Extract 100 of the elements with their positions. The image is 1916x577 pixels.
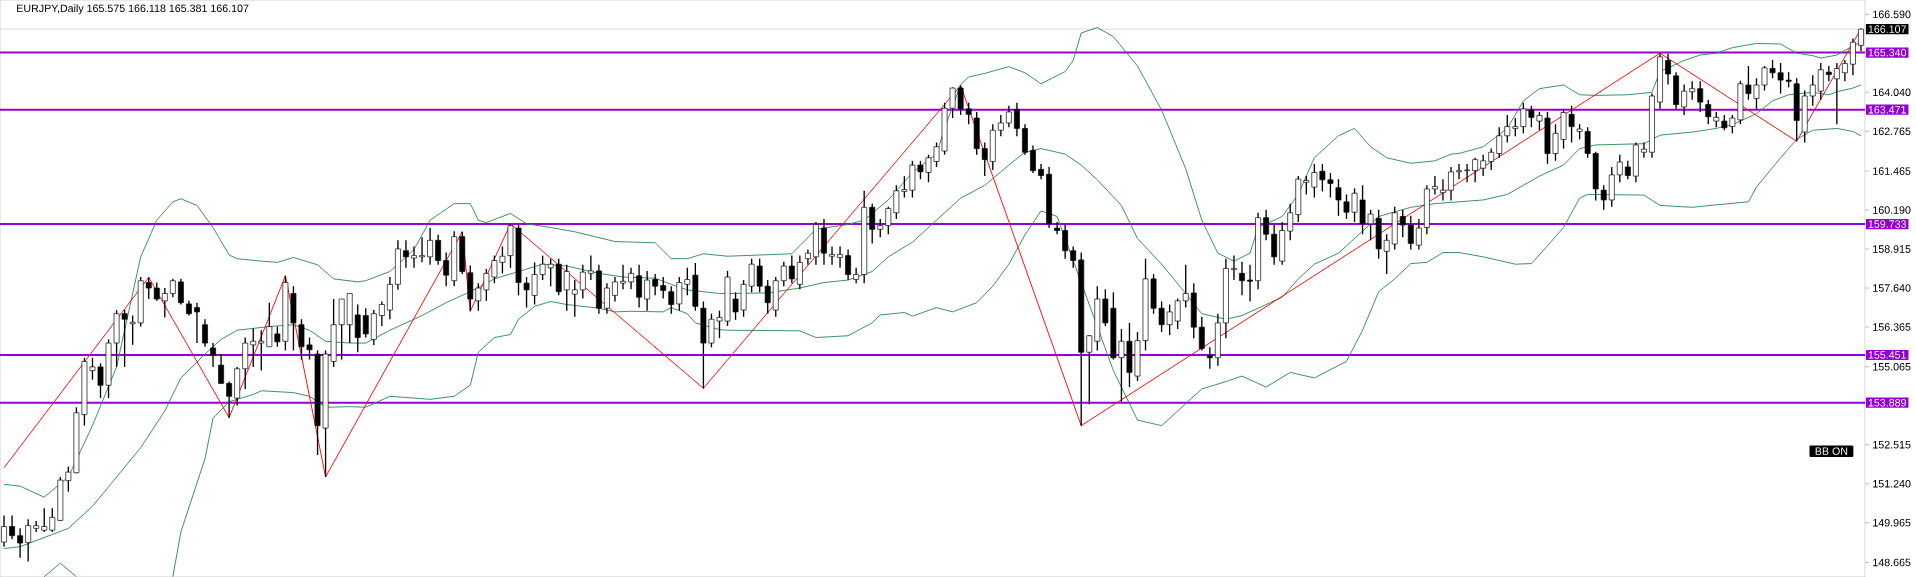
candlestick [411, 245, 417, 269]
candlestick [563, 264, 570, 312]
candlestick [853, 267, 860, 284]
candlestick [403, 239, 409, 269]
ref-line-label: 166.107 [1868, 25, 1906, 33]
candlestick [362, 307, 369, 339]
candlestick [17, 527, 24, 559]
candlestick [1399, 209, 1406, 238]
candlestick [1335, 178, 1342, 217]
y-tick-label: 148.665 [1873, 558, 1911, 567]
candlestick [1641, 141, 1647, 159]
candlestick [1022, 123, 1028, 156]
candlestick [1014, 102, 1020, 138]
y-tick-label: 151.240 [1873, 479, 1911, 488]
ref-line-label: 155.451 [1868, 351, 1906, 359]
candlestick [1833, 62, 1840, 125]
candlestick [587, 254, 594, 281]
candlestick [788, 254, 795, 284]
candlestick [1030, 144, 1036, 174]
annotation: BB ON [1815, 447, 1848, 455]
candlestick [1415, 218, 1422, 251]
candlestick [1407, 215, 1414, 251]
line-series [172, 127, 1862, 577]
y-tick-label: 157.640 [1873, 284, 1911, 292]
y-tick-label: 156.365 [1873, 323, 1911, 331]
y-tick-label: 166.590 [1873, 10, 1911, 19]
candlestick [1480, 154, 1487, 177]
ref-line-label: 165.340 [1868, 48, 1907, 57]
candlestick [1850, 37, 1856, 76]
candlestick [1496, 126, 1503, 159]
candlestick [1231, 254, 1237, 281]
candlestick [1697, 80, 1704, 113]
candlestick [435, 234, 442, 266]
candlestick [1472, 157, 1479, 183]
candlestick [49, 507, 56, 533]
ref-line-label: 153.889 [1868, 398, 1906, 407]
candlestick [805, 248, 811, 266]
candlestick [1263, 209, 1270, 241]
candlestick [9, 514, 15, 541]
candlestick [660, 276, 667, 300]
candlestick [258, 329, 265, 372]
candlestick [378, 300, 385, 327]
candlestick [427, 227, 433, 266]
candlestick [636, 264, 642, 309]
y-tick-label: 160.190 [1873, 206, 1911, 214]
ref-line-label: 163.471 [1868, 105, 1906, 114]
candlestick [1005, 105, 1012, 128]
candlestick [1070, 245, 1077, 269]
candlestick [1689, 80, 1696, 101]
y-tick-label: 162.765 [1873, 127, 1911, 136]
candlestick [1665, 53, 1671, 86]
candlestick [981, 141, 988, 177]
candlestick [250, 327, 257, 368]
candlestick [837, 245, 843, 269]
candlestick [1054, 221, 1061, 235]
y-tick-label: 164.040 [1873, 88, 1911, 97]
candlestick [177, 278, 184, 306]
candlestick [1817, 62, 1824, 101]
candlestick [1504, 114, 1511, 144]
candlestick [202, 318, 208, 348]
y-tick-label: 152.515 [1873, 440, 1911, 449]
candlestick [169, 278, 176, 298]
candlestick [1841, 59, 1848, 82]
candlestick [1086, 334, 1093, 405]
candlestick [419, 236, 425, 264]
candlestick [1198, 316, 1205, 352]
candlestick [869, 202, 876, 245]
candlestick [218, 353, 224, 385]
candlestick [194, 302, 200, 344]
candlestick [1624, 160, 1631, 180]
candlestick [1239, 261, 1245, 297]
candlestick [41, 507, 48, 533]
candlestick [796, 254, 803, 290]
candlestick [1858, 28, 1864, 52]
candlestick [571, 279, 578, 318]
candlestick [997, 114, 1004, 138]
candlestick [161, 287, 168, 319]
candlestick [1600, 184, 1607, 211]
y-tick-label: 161.465 [1873, 167, 1911, 175]
candlestick [1206, 346, 1213, 370]
candlestick [1616, 154, 1623, 183]
y-tick-label: 149.965 [1873, 518, 1911, 527]
candlestick [612, 276, 618, 303]
candlestick [1440, 178, 1446, 202]
y-tick-label: 158.915 [1873, 245, 1911, 253]
candlestick [1456, 163, 1462, 180]
candlestick [1271, 224, 1278, 266]
candlestick [1448, 166, 1454, 202]
candlestick [145, 276, 152, 300]
candlestick [644, 270, 651, 312]
candlestick [668, 285, 675, 315]
candlestick [1432, 175, 1438, 196]
candlestick [1464, 163, 1470, 183]
candlestick [652, 273, 659, 297]
candlestick [1681, 83, 1688, 116]
candlestick [25, 518, 32, 563]
candlestick [1705, 99, 1712, 125]
chart-title: EURJPY,Daily 165.575 166.118 165.381 166.107 [17, 4, 249, 15]
candlestick [628, 267, 634, 290]
candlestick [1488, 147, 1495, 171]
